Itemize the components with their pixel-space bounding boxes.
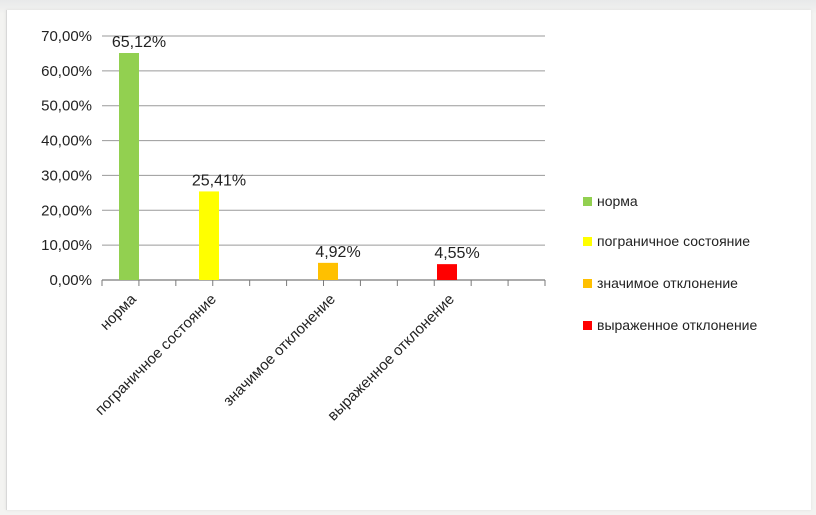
y-tick-label: 40,00% bbox=[41, 133, 92, 150]
legend-label: значимое отклонение bbox=[597, 275, 738, 291]
legend-swatch bbox=[583, 279, 592, 288]
legend-label: выраженное отклонение bbox=[597, 317, 758, 333]
legend-label: пограничное состояние bbox=[597, 233, 750, 249]
y-tick-label: 10,00% bbox=[41, 237, 92, 254]
category-label: норма bbox=[97, 290, 140, 333]
bar bbox=[119, 53, 139, 280]
gridlines bbox=[102, 35, 545, 246]
y-tick-label: 0,00% bbox=[49, 272, 92, 289]
legend: норма пограничное состояние значимое откло… bbox=[583, 193, 758, 333]
legend-swatch bbox=[583, 197, 592, 206]
data-label: 25,41% bbox=[192, 172, 246, 189]
legend-swatch bbox=[583, 321, 592, 330]
legend-label: норма bbox=[597, 193, 638, 209]
legend-swatch bbox=[583, 237, 592, 246]
y-tick-label: 20,00% bbox=[41, 202, 92, 219]
data-label: 65,12% bbox=[112, 34, 166, 51]
category-label: выраженное отклонение bbox=[324, 291, 457, 424]
data-label: 4,92% bbox=[315, 244, 360, 261]
data-labels: 65,12% 25,41% 4,92% 4,55% bbox=[112, 34, 480, 262]
y-tick-label: 70,00% bbox=[41, 28, 92, 45]
bar bbox=[318, 262, 338, 280]
category-label: значимое отклонение bbox=[220, 291, 339, 410]
bar bbox=[199, 191, 219, 280]
y-axis-tick-labels: 0,00% 10,00% 20,00% 30,00% 40,00% 50,00% 60,00… bbox=[41, 28, 92, 289]
x-axis bbox=[101, 279, 546, 286]
y-tick-label: 50,00% bbox=[41, 98, 92, 115]
y-tick-label: 30,00% bbox=[41, 167, 92, 184]
chart-panel bbox=[6, 10, 811, 510]
bars bbox=[119, 53, 457, 280]
data-label: 4,55% bbox=[434, 245, 479, 262]
bar bbox=[437, 264, 457, 280]
y-tick-label: 60,00% bbox=[41, 63, 92, 80]
